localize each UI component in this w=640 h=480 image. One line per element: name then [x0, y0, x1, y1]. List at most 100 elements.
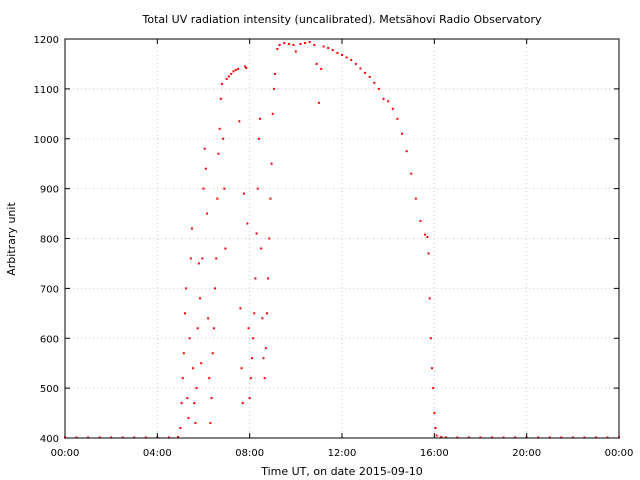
data-point: [193, 402, 196, 405]
axes: [64, 38, 620, 439]
data-point: [227, 75, 230, 78]
data-point: [440, 436, 443, 439]
data-point: [304, 41, 307, 44]
data-point: [225, 77, 228, 80]
data-point: [401, 132, 404, 135]
x-tick-label: 08:00: [235, 448, 264, 459]
data-point: [217, 152, 220, 155]
data-point: [261, 317, 264, 320]
y-tick-label: 1200: [34, 35, 59, 46]
data-point: [283, 41, 286, 44]
data-point: [190, 227, 193, 230]
data-point: [405, 150, 408, 153]
data-point: [209, 422, 212, 425]
data-point: [199, 297, 202, 300]
data-point: [341, 53, 343, 56]
y-axis-label: Arbitrary unit: [5, 202, 18, 276]
data-point: [216, 197, 219, 200]
data-point: [308, 40, 311, 43]
data-point: [424, 233, 427, 236]
data-point: [246, 222, 249, 225]
plot-border: [64, 38, 620, 439]
x-tick-label: 00:00: [51, 448, 80, 459]
data-point: [195, 387, 198, 390]
data-point: [177, 436, 180, 439]
data-point: [345, 56, 348, 59]
data-point: [185, 287, 188, 290]
data-point: [263, 377, 266, 380]
data-point: [256, 187, 259, 190]
data-point: [232, 70, 235, 73]
data-point: [203, 147, 206, 150]
data-point: [224, 247, 227, 250]
data-point: [259, 117, 262, 120]
chart-title: Total UV radiation intensity (uncalibrat…: [142, 13, 542, 26]
data-point: [267, 277, 270, 280]
data-point: [197, 262, 200, 265]
data-point: [194, 422, 197, 425]
data-point: [212, 327, 215, 330]
data-point: [202, 187, 205, 190]
data-point: [240, 367, 243, 370]
x-axis-label: Time UT, on date 2015-09-10: [260, 465, 423, 478]
data-point: [218, 127, 221, 130]
data-point: [274, 72, 277, 75]
data-point: [391, 107, 394, 110]
data-point: [432, 387, 435, 390]
data-point: [244, 65, 247, 68]
y-tick-label: 1100: [34, 85, 59, 96]
data-point: [211, 352, 214, 355]
data-point: [294, 50, 297, 53]
x-tick-label: 20:00: [512, 448, 541, 459]
data-point: [181, 377, 184, 380]
data-point: [200, 362, 203, 365]
data-point: [242, 192, 245, 195]
data-point: [428, 297, 431, 300]
data-point: [270, 162, 273, 165]
data-point: [255, 232, 258, 235]
data-point: [313, 43, 316, 46]
data-point: [382, 97, 385, 100]
data-point: [234, 68, 237, 71]
data-point: [435, 434, 438, 437]
data-point: [210, 397, 213, 400]
y-tick-label: 500: [40, 384, 59, 395]
data-point: [205, 212, 208, 215]
data-point: [254, 277, 257, 280]
data-point: [265, 312, 268, 315]
data-point: [208, 377, 211, 380]
y-tick-label: 800: [40, 235, 59, 246]
y-tick-label: 900: [40, 185, 59, 196]
x-tick-label: 04:00: [143, 448, 172, 459]
data-point: [241, 402, 244, 405]
data-point: [192, 367, 195, 370]
grid: [65, 39, 619, 438]
data-point: [182, 352, 185, 355]
data-point: [184, 312, 187, 315]
data-point: [260, 247, 263, 250]
data-point: [315, 62, 318, 65]
data-point: [252, 337, 255, 340]
x-tick-label: 00:00: [605, 448, 634, 459]
data-point: [272, 87, 275, 90]
data-point: [387, 100, 390, 103]
x-tick-label: 16:00: [420, 448, 449, 459]
data-point: [257, 137, 260, 140]
data-point: [207, 317, 210, 320]
data-point: [188, 337, 191, 340]
data-point: [287, 42, 290, 45]
data-point: [434, 427, 437, 430]
data-point: [419, 220, 422, 223]
data-point: [364, 71, 367, 74]
data-point: [214, 287, 217, 290]
data-point: [377, 87, 380, 90]
data-point: [253, 312, 256, 315]
y-tick-label: 600: [40, 334, 59, 345]
data-point: [433, 412, 436, 415]
data-point: [219, 97, 222, 100]
data-point: [410, 172, 413, 175]
data-point: [426, 236, 429, 239]
data-point: [269, 197, 272, 200]
data-point: [350, 58, 353, 61]
